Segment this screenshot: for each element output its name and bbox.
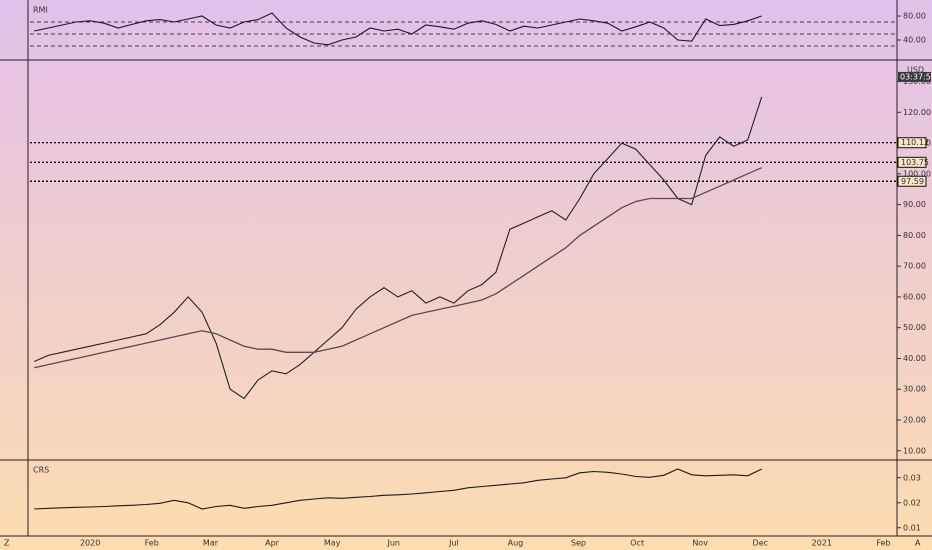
countdown-box — [898, 71, 931, 82]
y-tick-label: 10.00 — [903, 446, 926, 455]
x-tick-label: Jun — [386, 539, 400, 548]
y-tick-label: 80.00 — [903, 12, 926, 21]
y-tick-label: 40.00 — [903, 354, 926, 363]
x-tick-label: Jul — [448, 539, 459, 548]
level-label-box — [897, 156, 927, 168]
x-tick-label: Nov — [692, 539, 708, 548]
y-tick-label: 0.03 — [903, 473, 921, 482]
y-tick-label: 90.00 — [903, 200, 926, 209]
y-tick-label: 80.00 — [903, 231, 926, 240]
y-tick-label: 50.00 — [903, 323, 926, 332]
series-line — [34, 468, 762, 510]
series-line — [34, 167, 762, 369]
x-tick-label: May — [324, 539, 341, 548]
pane-title: RMI — [33, 6, 48, 15]
x-tick-label: Mar — [203, 539, 219, 548]
pane-title: CRS — [33, 466, 49, 475]
unit-label: USD — [907, 66, 924, 75]
y-tick-label: 20.00 — [903, 416, 926, 425]
series-line — [34, 12, 762, 46]
x-tick-label: Feb — [876, 539, 890, 548]
x-tick-label: Dec — [753, 539, 768, 548]
x-tick-label: Apr — [265, 539, 280, 548]
x-tick-label: Aug — [508, 539, 524, 548]
x-tick-label: Feb — [145, 539, 159, 548]
y-tick-label: 120.00 — [903, 108, 931, 117]
ui-button[interactable]: A — [915, 539, 921, 548]
level-label: 103.75 — [901, 158, 929, 167]
ui-button[interactable]: Z — [4, 539, 10, 548]
level-label: 97.59 — [901, 177, 924, 186]
y-tick-label: 0.02 — [903, 498, 921, 507]
y-tick-label: 30.00 — [903, 385, 926, 394]
y-tick-label: 100.00 — [903, 169, 931, 178]
x-tick-label: 2020 — [80, 539, 100, 548]
x-tick-label: Oct — [630, 539, 644, 548]
level-label: 110.12 — [901, 138, 929, 147]
countdown: 03:37:50 — [900, 72, 932, 81]
x-tick-label: 2021 — [812, 539, 832, 548]
level-label-box — [897, 175, 927, 187]
y-tick-label: 0.01 — [903, 523, 921, 532]
series-line — [33, 96, 763, 400]
level-label-box — [897, 137, 927, 149]
y-tick-label: 60.00 — [903, 292, 926, 301]
y-tick-label: 40.00 — [903, 36, 926, 45]
y-tick-label: 70.00 — [903, 262, 926, 271]
x-tick-label: Sep — [571, 539, 586, 548]
